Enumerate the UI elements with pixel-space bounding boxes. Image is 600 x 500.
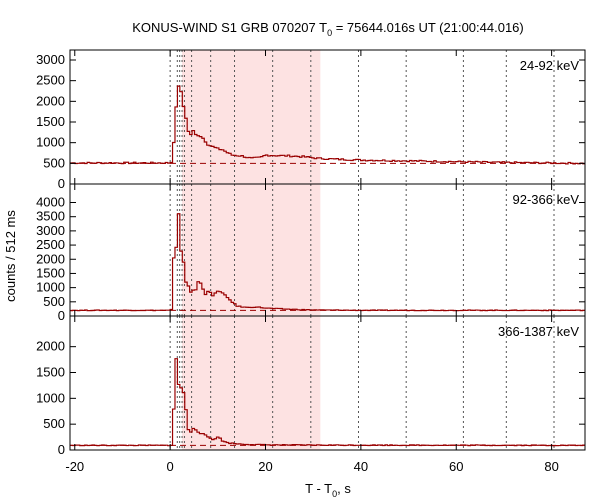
y-tick-label-1-2: 1000	[36, 280, 65, 295]
y-tick-label-2-4: 2000	[36, 339, 65, 354]
panel-label-2: 366-1387 keV	[498, 324, 579, 339]
y-tick-label-1-8: 4000	[36, 195, 65, 210]
y-tick-label-0-5: 2500	[36, 73, 65, 88]
y-tick-label-0-6: 3000	[36, 52, 65, 67]
chart-title-rest: = 75644.016s UT (21:00:44.016)	[332, 20, 524, 35]
y-tick-label-0-2: 1000	[36, 135, 65, 150]
x-tick-label-5: 80	[544, 459, 558, 474]
chart-title-main: KONUS-WIND S1 GRB 070207 T	[132, 20, 327, 35]
y-tick-label-1-7: 3500	[36, 209, 65, 224]
y-tick-label-2-1: 500	[43, 416, 65, 431]
y-tick-label-2-0: 0	[58, 442, 65, 457]
shaded-interval-0	[182, 50, 321, 184]
series-line-1	[70, 213, 586, 312]
y-tick-label-0-3: 1500	[36, 114, 65, 129]
panel-label-1: 92-366 keV	[513, 192, 580, 207]
panel-frame-0	[69, 49, 586, 185]
x-axis-label-subscript: 0	[332, 489, 337, 499]
series-line-2	[70, 358, 586, 447]
chart-title-subscript: 0	[327, 28, 332, 38]
y-tick-label-0-1: 500	[43, 155, 65, 170]
shaded-interval-1	[182, 184, 321, 316]
y-axis-label: counts / 512 ms	[3, 210, 18, 302]
y-tick-label-1-6: 3000	[36, 223, 65, 238]
x-tick-label-4: 60	[449, 459, 463, 474]
y-tick-label-0-0: 0	[58, 176, 65, 191]
y-tick-label-2-2: 1000	[36, 390, 65, 405]
y-tick-label-1-5: 2500	[36, 237, 65, 252]
x-tick-label-0: -20	[65, 459, 84, 474]
x-axis-label-rest: , s	[337, 481, 351, 496]
y-tick-label-1-1: 500	[43, 294, 65, 309]
panel-label-0: 24-92 keV	[520, 58, 580, 73]
y-tick-label-1-0: 0	[58, 308, 65, 323]
x-axis-label-main: T - T	[305, 481, 332, 496]
x-tick-label-2: 20	[258, 459, 272, 474]
series-line-0	[70, 85, 586, 165]
y-tick-label-0-4: 2000	[36, 93, 65, 108]
x-tick-label-1: 0	[167, 459, 174, 474]
y-tick-label-1-4: 2000	[36, 251, 65, 266]
panel-frame-2	[69, 315, 586, 451]
y-tick-label-1-3: 1500	[36, 265, 65, 280]
y-tick-label-2-3: 1500	[36, 365, 65, 380]
shaded-interval-2	[182, 316, 321, 450]
panel-frame-1	[69, 183, 586, 317]
x-axis-label: T - T0, s	[305, 481, 351, 499]
chart-title: KONUS-WIND S1 GRB 070207 T0 = 75644.016s…	[132, 20, 524, 38]
x-tick-label-3: 40	[354, 459, 368, 474]
